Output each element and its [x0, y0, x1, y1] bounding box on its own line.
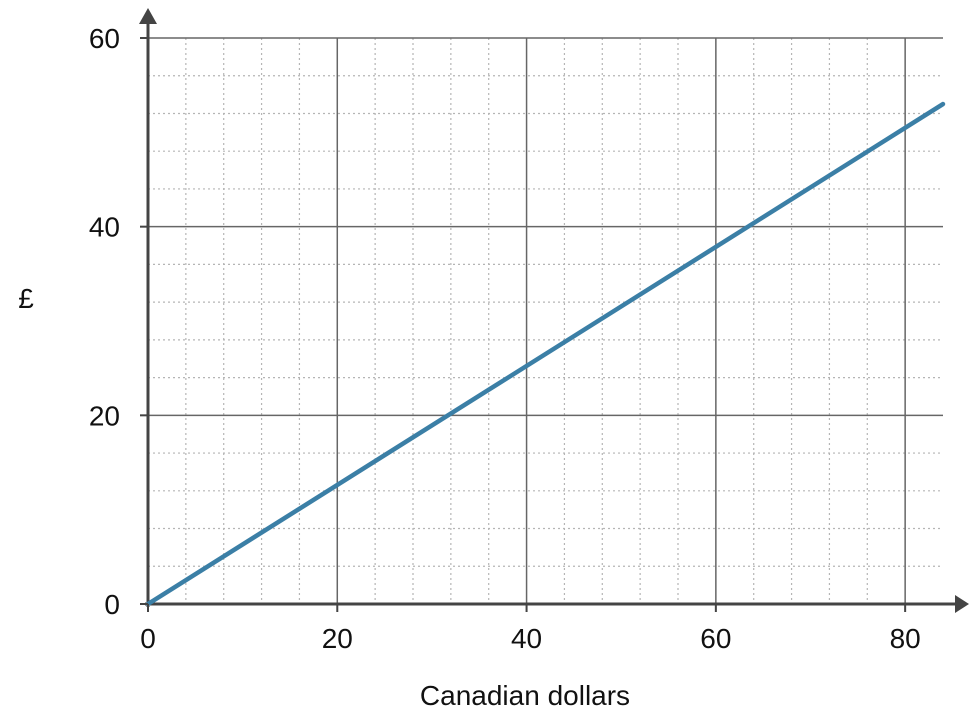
y-tick-label: 20	[89, 400, 120, 431]
series-layer	[145, 101, 946, 607]
x-axis-label: Canadian dollars	[420, 680, 630, 711]
series-line-0	[145, 101, 946, 607]
y-tick-label: 60	[89, 23, 120, 54]
x-tick-label: 60	[700, 623, 731, 654]
x-tick-label: 40	[511, 623, 542, 654]
y-axis-arrow-icon	[139, 8, 157, 24]
axes	[139, 8, 969, 613]
x-tick-label: 80	[890, 623, 921, 654]
x-tick-label: 0	[140, 623, 156, 654]
x-axis-arrow-icon	[955, 595, 969, 613]
tick-labels: 0 20 40 60 80 0 20 40 60	[89, 23, 921, 654]
y-tick-label: 0	[104, 589, 120, 620]
y-tick-label: 40	[89, 212, 120, 243]
grid	[148, 37, 943, 604]
x-tick-label: 20	[322, 623, 353, 654]
y-axis-label: £	[18, 283, 34, 314]
